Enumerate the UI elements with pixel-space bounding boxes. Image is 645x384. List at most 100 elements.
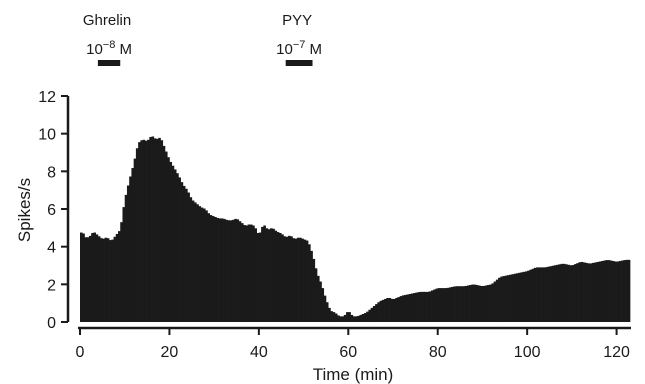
histogram-bar: [124, 194, 128, 323]
histogram-bar: [236, 219, 240, 322]
histogram-bar: [176, 173, 179, 322]
histogram-bar: [498, 277, 501, 322]
histogram-bar: [225, 219, 228, 322]
y-tick-label: 8: [47, 164, 56, 181]
histogram-bar: [422, 291, 425, 322]
histogram-bar: [513, 273, 517, 322]
histogram-bar: [614, 261, 617, 322]
y-tick-label: 12: [38, 89, 56, 106]
histogram-bar: [305, 240, 309, 322]
histogram-bar: [431, 290, 434, 322]
histogram-bar: [234, 218, 237, 322]
histogram-bar: [285, 236, 289, 322]
histogram-bar: [600, 261, 604, 322]
histogram-bar: [580, 261, 584, 322]
histogram-bar: [520, 272, 524, 322]
histogram-bar: [214, 217, 217, 322]
histogram-bar: [390, 298, 394, 322]
histogram-bar: [290, 236, 293, 322]
histogram-bar: [451, 286, 454, 322]
histogram-bar: [296, 237, 300, 322]
histogram-bar: [435, 288, 439, 322]
histogram-bar: [596, 261, 600, 322]
histogram-bar: [341, 316, 345, 322]
histogram-bar: [287, 235, 291, 322]
histogram-bar: [437, 288, 441, 322]
histogram-bar: [401, 295, 405, 322]
y-tick-label: 10: [38, 127, 56, 144]
histogram-bar: [448, 287, 452, 322]
histogram-bar: [93, 232, 96, 322]
histogram-bar: [547, 266, 550, 322]
histogram-bar: [357, 315, 360, 322]
histogram-bar: [558, 264, 562, 322]
histogram-bar: [185, 188, 188, 322]
histogram-bar: [267, 229, 271, 322]
application-concentration-label: 10−7 M: [276, 39, 322, 58]
histogram-bar: [180, 182, 184, 322]
histogram-bar: [205, 210, 208, 322]
histogram-bar: [91, 233, 94, 322]
histogram-bar: [428, 291, 432, 322]
histogram-bar: [433, 289, 436, 322]
histogram-bar: [524, 271, 528, 322]
application-name-label: PYY: [282, 12, 312, 29]
histogram-bar: [522, 271, 526, 322]
application-period-bar: [97, 60, 121, 66]
histogram-bar: [118, 231, 121, 322]
histogram-bar: [243, 225, 246, 322]
histogram-bar: [616, 261, 620, 322]
histogram-bar: [442, 288, 445, 322]
histogram-bar: [294, 238, 298, 322]
histogram-bar: [466, 285, 470, 322]
histogram-bar: [473, 284, 477, 322]
histogram-bar: [395, 297, 398, 322]
histogram-bar: [149, 136, 152, 322]
histogram-bar: [372, 305, 376, 322]
histogram-bar: [408, 293, 412, 322]
histogram-bar: [100, 238, 103, 322]
histogram-bar: [171, 165, 175, 322]
histogram-bar: [529, 269, 532, 322]
y-axis-label: Spikes/s: [15, 178, 34, 242]
histogram-bar: [493, 281, 497, 322]
histogram-bar: [133, 158, 137, 322]
histogram-bar: [120, 222, 123, 322]
histogram-bar: [571, 265, 575, 322]
histogram-bar: [489, 284, 492, 322]
histogram-bar: [594, 262, 597, 322]
histogram-bar: [491, 283, 494, 322]
histogram-bar: [276, 232, 280, 322]
histogram-bar: [627, 259, 631, 322]
histogram-bar: [536, 267, 539, 322]
histogram-bar: [265, 228, 269, 322]
x-tick-label: 40: [250, 344, 268, 361]
histogram-bar: [424, 291, 427, 322]
histogram-bar: [457, 286, 461, 322]
x-tick-label: 20: [161, 344, 179, 361]
x-tick-label: 120: [603, 344, 630, 361]
histogram-bar: [455, 286, 459, 322]
histogram-bar: [115, 233, 119, 322]
histogram-bar: [162, 145, 166, 322]
histogram-bar: [406, 294, 410, 322]
histogram-bar: [140, 140, 143, 322]
histogram-bar: [415, 292, 418, 322]
histogram-bar: [386, 297, 389, 322]
y-tick-label: 4: [47, 240, 56, 257]
histogram-bar: [480, 285, 483, 322]
histogram-bar: [377, 302, 380, 322]
histogram-bar: [187, 192, 190, 322]
histogram-bar: [182, 185, 186, 322]
histogram-bar: [603, 260, 606, 322]
histogram-bar: [484, 285, 488, 322]
histogram-bar: [283, 236, 287, 322]
histogram-bar: [542, 267, 546, 322]
histogram-bar: [330, 311, 333, 322]
histogram-bar: [238, 221, 242, 322]
histogram-bar: [439, 288, 443, 322]
histogram-bar: [343, 314, 347, 322]
histogram-bar: [122, 207, 126, 322]
histogram-bar: [591, 262, 595, 322]
